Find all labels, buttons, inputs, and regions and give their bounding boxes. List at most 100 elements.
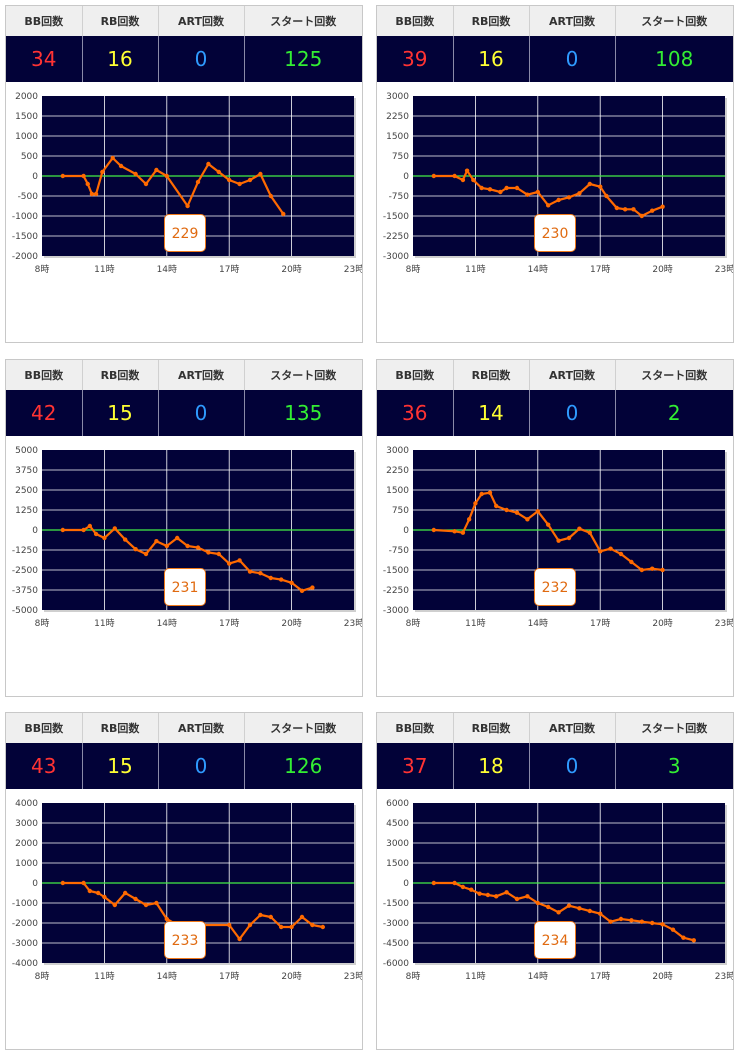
machine-number-button[interactable]: 230 bbox=[534, 214, 576, 252]
machine-number-button[interactable]: 231 bbox=[164, 568, 206, 606]
x-tick-label: 20時 bbox=[652, 971, 672, 982]
slump-point bbox=[431, 880, 436, 886]
stat-value-rb: 14 bbox=[453, 390, 530, 436]
y-tick-label: 2000 bbox=[15, 92, 38, 102]
slump-point bbox=[681, 935, 686, 940]
x-tick-label: 11時 bbox=[465, 264, 485, 275]
slump-point bbox=[60, 527, 65, 533]
machine-card: BB回数 RB回数 ART回数 スタート回数 36 14 0 2 3000 2250 1500 750… bbox=[376, 359, 734, 697]
machine-number-button[interactable]: 233 bbox=[164, 921, 206, 959]
slump-point bbox=[566, 195, 572, 200]
slump-point bbox=[464, 168, 470, 173]
y-tick-label: 1250 bbox=[15, 506, 38, 516]
slump-point bbox=[164, 916, 169, 922]
y-tick-label: -1500 bbox=[383, 212, 409, 222]
slump-point bbox=[660, 567, 665, 573]
y-tick-label: 1500 bbox=[386, 859, 409, 869]
slump-point bbox=[206, 550, 211, 555]
stats-table: BB回数 RB回数 ART回数 スタート回数 36 14 0 2 bbox=[377, 360, 733, 436]
slump-point bbox=[154, 539, 159, 544]
slump-point bbox=[566, 903, 572, 908]
slump-point bbox=[473, 501, 478, 506]
slump-point bbox=[546, 904, 551, 910]
y-tick-label: 500 bbox=[21, 152, 38, 162]
slump-point bbox=[258, 912, 263, 918]
stats-table: BB回数 RB回数 ART回数 スタート回数 42 15 0 135 bbox=[6, 360, 362, 436]
slump-point bbox=[227, 177, 232, 183]
slump-point bbox=[143, 902, 149, 908]
stat-header-art: ART回数 bbox=[529, 713, 616, 743]
machine-number-button[interactable]: 229 bbox=[164, 214, 206, 252]
stat-header-bb: BB回数 bbox=[377, 6, 454, 36]
y-tick-label: -2250 bbox=[383, 586, 409, 596]
x-tick-label: 23時 bbox=[715, 971, 733, 982]
x-tick-label: 17時 bbox=[590, 618, 610, 629]
stat-header-bb: BB回数 bbox=[377, 713, 454, 743]
x-tick-label: 20時 bbox=[652, 618, 672, 629]
machine-number-button[interactable]: 234 bbox=[534, 921, 576, 959]
slump-point bbox=[299, 588, 305, 593]
slump-point bbox=[237, 558, 242, 563]
slump-point bbox=[93, 531, 99, 537]
y-tick-label: 2000 bbox=[15, 839, 38, 849]
y-tick-label: -1500 bbox=[383, 899, 409, 909]
slump-point bbox=[460, 177, 466, 183]
stats-header-row: BB回数 RB回数 ART回数 スタート回数 bbox=[377, 713, 733, 743]
stat-header-art: ART回数 bbox=[158, 6, 245, 36]
y-tick-label: -2250 bbox=[383, 232, 409, 242]
y-tick-label: 0 bbox=[32, 526, 38, 536]
slump-point bbox=[629, 559, 634, 565]
slump-point bbox=[670, 927, 676, 932]
x-tick-label: 14時 bbox=[528, 264, 548, 275]
slump-point bbox=[598, 549, 603, 554]
y-tick-label: 3000 bbox=[386, 92, 409, 102]
x-tick-label: 17時 bbox=[590, 971, 610, 982]
stat-header-art: ART回数 bbox=[158, 360, 245, 390]
slump-point bbox=[268, 914, 273, 920]
stat-value-start: 135 bbox=[244, 390, 362, 436]
x-tick-label: 11時 bbox=[94, 971, 114, 982]
y-tick-label: -6000 bbox=[383, 959, 409, 969]
y-tick-label: 1500 bbox=[386, 132, 409, 142]
x-tick-label: 14時 bbox=[157, 971, 177, 982]
y-tick-label: 0 bbox=[403, 526, 409, 536]
slump-point bbox=[164, 543, 169, 549]
stat-header-art: ART回数 bbox=[158, 713, 245, 743]
slump-point bbox=[650, 566, 655, 571]
slump-point bbox=[216, 169, 221, 175]
slump-point bbox=[216, 551, 221, 557]
y-tick-label: -3000 bbox=[383, 919, 409, 929]
x-tick-label: 11時 bbox=[94, 618, 114, 629]
x-tick-label: 8時 bbox=[406, 971, 421, 982]
machine-number-button[interactable]: 232 bbox=[534, 568, 576, 606]
slump-point bbox=[556, 910, 561, 915]
y-tick-label: -2000 bbox=[12, 919, 38, 929]
slump-point bbox=[143, 551, 149, 557]
y-tick-label: 0 bbox=[32, 172, 38, 182]
x-tick-label: 8時 bbox=[35, 618, 50, 629]
slump-point bbox=[154, 167, 159, 173]
slump-point bbox=[452, 529, 457, 534]
slump-chart: 3000 2250 1500 750 0 -750 -1500 -2250 -3000 8時 11時… bbox=[383, 446, 733, 629]
slump-point bbox=[466, 517, 472, 522]
slump-point bbox=[100, 169, 105, 175]
stat-value-rb: 16 bbox=[82, 36, 159, 82]
slump-point bbox=[460, 530, 466, 535]
slump-point bbox=[258, 571, 263, 576]
slump-point bbox=[604, 193, 609, 199]
slump-point bbox=[525, 894, 530, 899]
x-tick-label: 23時 bbox=[344, 618, 362, 629]
y-tick-label: -3000 bbox=[383, 606, 409, 616]
slump-point bbox=[504, 890, 509, 895]
slump-point bbox=[60, 173, 65, 179]
slump-point bbox=[123, 537, 128, 542]
y-tick-label: 1000 bbox=[15, 132, 38, 142]
stat-value-start: 126 bbox=[244, 743, 362, 789]
slump-point bbox=[299, 914, 305, 920]
stats-value-row: 39 16 0 108 bbox=[377, 36, 733, 82]
y-tick-label: -2000 bbox=[12, 252, 38, 262]
slump-point bbox=[431, 173, 436, 179]
stat-header-rb: RB回数 bbox=[82, 360, 159, 390]
stats-value-row: 34 16 0 125 bbox=[6, 36, 362, 82]
slump-point bbox=[310, 922, 315, 928]
